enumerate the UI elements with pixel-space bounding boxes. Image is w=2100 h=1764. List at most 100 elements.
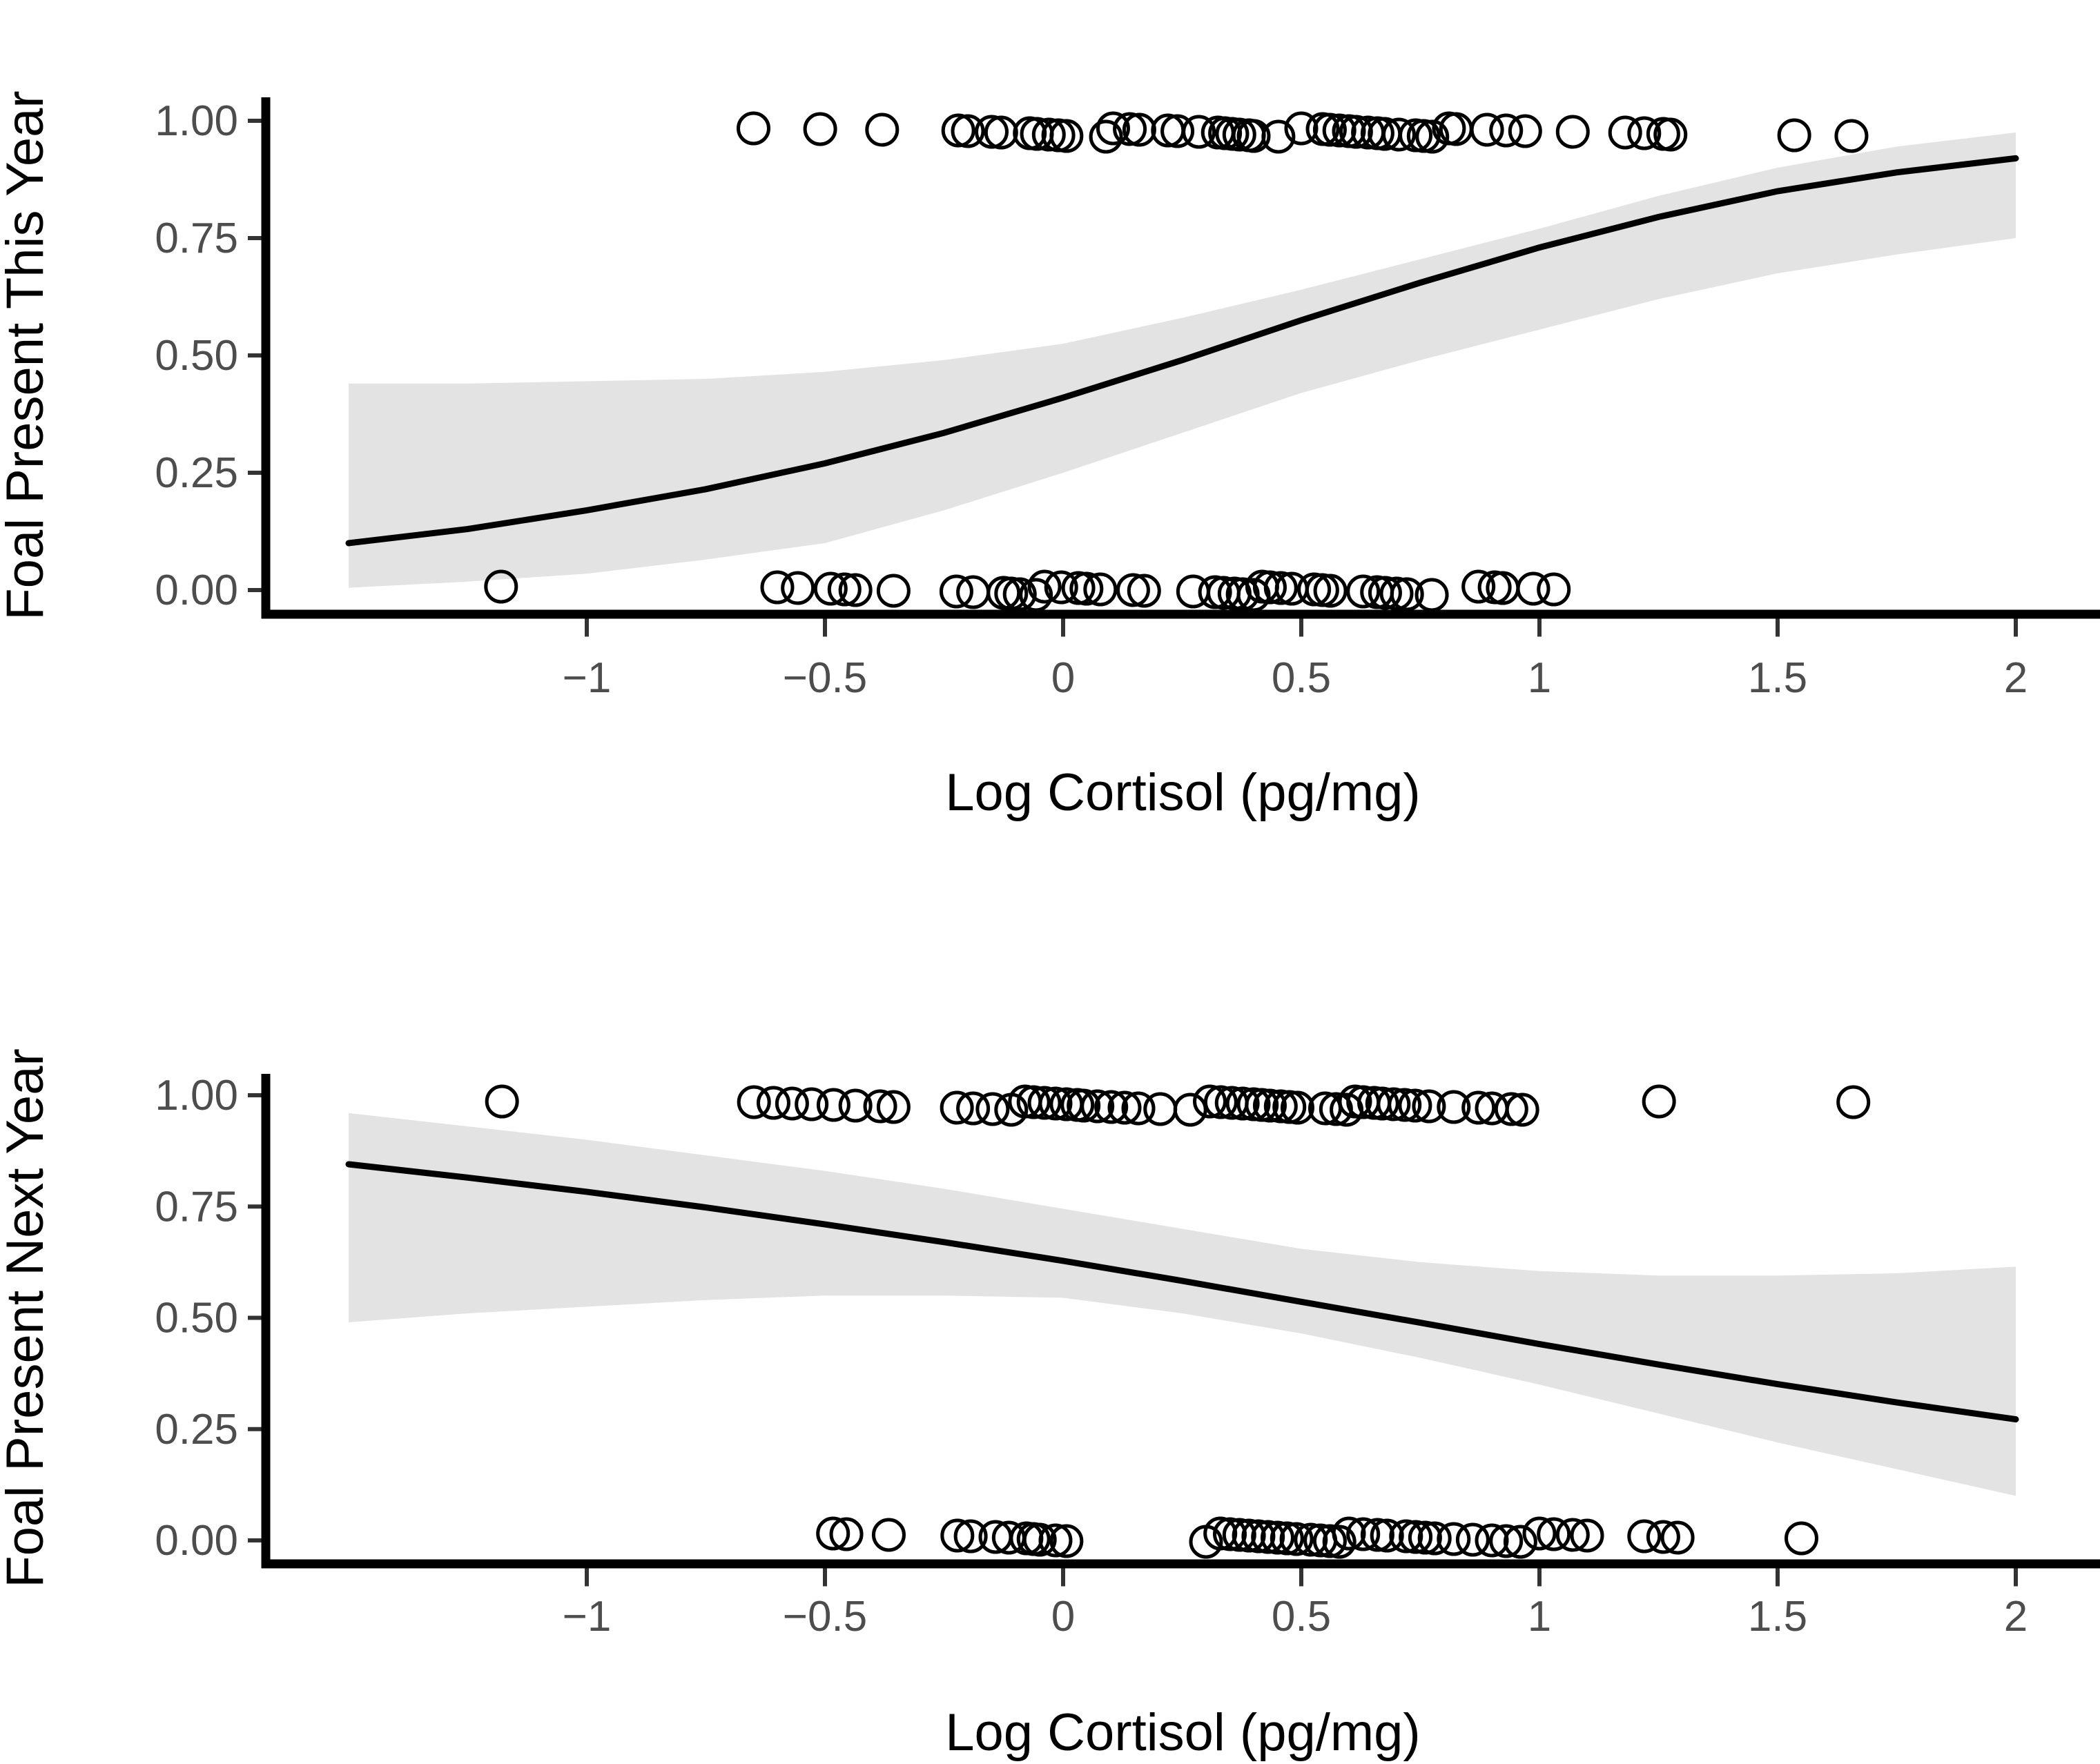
x-tick-label: 1 [1528,654,1551,702]
data-point-response-0 [1437,1522,1471,1556]
data-point-response-0 [1069,571,1104,606]
data-point-response-0 [1322,1525,1357,1559]
data-point-response-1 [1252,1088,1287,1123]
data-point-response-1 [951,114,985,148]
data-point-response-1 [1415,119,1450,154]
data-point-response-1 [1031,117,1066,152]
data-point-response-0 [484,569,518,604]
data-point-response-1 [1489,113,1524,148]
data-point-response-1 [1627,116,1662,150]
data-point-response-0 [1660,1520,1695,1555]
x-tick-label: −1 [563,654,612,702]
data-point-response-0 [816,1516,850,1551]
data-point-response-1 [1236,119,1271,153]
data-point-response-1 [1182,115,1216,149]
data-point-response-0 [871,1518,906,1552]
data-point-response-0 [760,570,795,605]
data-point-response-0 [1083,572,1118,607]
data-point-response-1 [1027,1086,1062,1120]
data-point-response-0 [1312,1524,1347,1558]
data-point-response-1 [1089,119,1123,154]
data-point-response-1 [1834,119,1869,153]
data-point-response-1 [1653,117,1688,152]
data-point-response-1 [803,112,837,146]
data-point-response-0 [1002,577,1037,611]
data-point-response-1 [876,1090,911,1124]
data-point-response-0 [1379,576,1414,611]
data-point-response-0 [813,571,848,606]
y-tick-label: 0.75 [155,215,238,262]
x-axis-title: Log Cortisol (pg/mg) [945,763,1421,822]
data-point-response-1 [1016,1085,1051,1119]
logistic-fit-curve [345,155,2019,547]
y-tick-label: 0.50 [155,1295,238,1342]
data-point-response-1 [1284,111,1319,146]
data-point-response-0 [1537,572,1571,607]
x-tick-label: −0.5 [783,654,867,702]
data-point-response-1 [737,111,770,146]
data-point-response-0 [1270,1521,1304,1556]
data-point-response-1 [1312,112,1347,147]
x-tick-label: 0 [1051,654,1075,702]
x-tick-label: 1.5 [1748,654,1807,702]
data-point-response-0 [1555,1518,1590,1552]
data-point-response-1 [1508,114,1542,148]
y-tick-label: 0.25 [155,1406,238,1453]
data-point-response-0 [1455,1522,1490,1557]
data-point-response-1 [1049,119,1084,153]
logistic-fit-curve [345,1161,2019,1423]
data-point-response-1 [1225,1086,1260,1121]
data-point-response-1 [1377,1087,1411,1121]
data-point-response-0 [1049,1524,1084,1558]
data-point-response-1 [795,1087,829,1121]
data-point-response-1 [1470,112,1504,147]
data-point-response-1 [1160,114,1195,148]
data-point-response-1 [940,1090,974,1125]
y-tick-label: 1.00 [155,97,238,145]
x-tick-label: 1.5 [1748,1593,1807,1640]
data-point-response-0 [1360,1518,1394,1552]
data-point-response-1 [1836,1085,1871,1119]
data-point-response-0 [1127,574,1161,608]
data-point-response-0 [1044,570,1078,605]
data-point-response-1 [1398,1088,1432,1123]
data-point-response-0 [1503,1525,1537,1559]
x-tick-label: −1 [563,1593,612,1640]
x-axis-title: Log Cortisol (pg/mg) [945,1703,1421,1762]
data-point-response-1 [1777,118,1811,153]
data-point-response-0 [1116,573,1150,607]
y-tick-label: 0.50 [155,332,238,380]
data-point-response-1 [1096,111,1130,146]
data-point-response-1 [1067,1088,1101,1123]
data-point-response-1 [1094,1090,1129,1124]
data-point-response-1 [863,1089,897,1124]
data-point-response-0 [876,574,911,608]
data-point-response-0 [1022,1522,1057,1557]
data-point-response-1 [1505,1092,1539,1127]
y-tick-label: 0.00 [155,567,238,614]
data-point-response-0 [1522,1516,1557,1551]
data-point-response-0 [1390,577,1424,611]
data-point-response-0 [939,574,973,609]
data-point-response-1 [1437,1090,1471,1124]
x-tick-label: 0 [1051,1593,1075,1640]
data-point-response-1 [756,1086,790,1120]
data-point-response-0 [1489,1524,1524,1558]
data-point-response-1 [1381,117,1416,152]
data-point-response-1 [1280,1090,1314,1125]
x-tick-label: 1 [1528,1593,1551,1640]
data-point-response-1 [1203,1085,1238,1119]
data-point-response-1 [984,115,1018,150]
y-tick-label: 0.25 [155,449,238,497]
data-point-response-0 [781,571,815,605]
x-tick-label: 2 [2004,654,2028,702]
data-point-response-0 [1516,571,1550,606]
data-point-response-1 [1412,1089,1446,1124]
data-point-response-0 [1313,574,1348,608]
data-point-response-0 [1279,1522,1314,1556]
x-tick-label: −0.5 [783,1593,867,1640]
data-point-response-1 [975,115,1009,149]
data-point-response-0 [827,572,862,607]
